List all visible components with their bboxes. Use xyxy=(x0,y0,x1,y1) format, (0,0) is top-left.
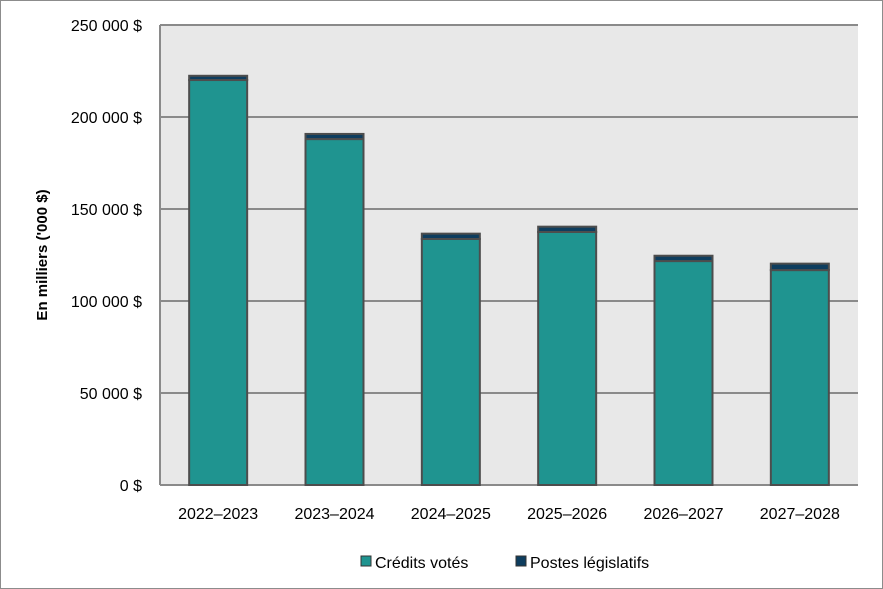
bar-postes-legislatifs xyxy=(537,225,598,234)
bar-credits-votes xyxy=(537,231,598,486)
x-tick-label: 2025–2026 xyxy=(527,506,607,523)
bar-postes-legislatifs xyxy=(304,132,365,141)
bar-credits-votes xyxy=(653,260,714,486)
y-tick-label: 250 000 $ xyxy=(71,18,142,35)
legend-label-credits-votes: Crédits votés xyxy=(375,555,468,572)
x-tick-label: 2022–2023 xyxy=(178,506,258,523)
bar-postes-legislatifs xyxy=(653,254,714,263)
bar-credits-votes xyxy=(188,79,249,487)
y-tick-label: 50 000 $ xyxy=(80,386,142,403)
bar-postes-legislatifs xyxy=(420,232,481,240)
y-tick-label: 100 000 $ xyxy=(71,294,142,311)
legend-swatch-postes-legislatifs xyxy=(515,555,527,567)
legend-swatch-credits-votes xyxy=(360,555,372,567)
bar-postes-legislatifs xyxy=(188,74,249,82)
y-tick-label: 150 000 $ xyxy=(71,202,142,219)
bar-credits-votes xyxy=(304,138,365,487)
bar-credits-votes xyxy=(769,269,830,487)
plot-area xyxy=(160,25,858,485)
y-tick-label: 200 000 $ xyxy=(71,110,142,127)
x-tick-label: 2023–2024 xyxy=(294,506,374,523)
legend-label-postes-legislatifs: Postes législatifs xyxy=(530,555,649,572)
legend: Crédits votés Postes législatifs xyxy=(360,555,649,572)
y-tick-label: 0 $ xyxy=(120,478,142,495)
bar-postes-legislatifs xyxy=(769,262,830,272)
x-tick-label: 2024–2025 xyxy=(411,506,491,523)
x-tick-label: 2027–2028 xyxy=(760,506,840,523)
bar-credits-votes xyxy=(420,237,481,486)
y-axis-label: En milliers ('000 $) xyxy=(34,189,51,320)
x-tick-label: 2026–2027 xyxy=(643,506,723,523)
